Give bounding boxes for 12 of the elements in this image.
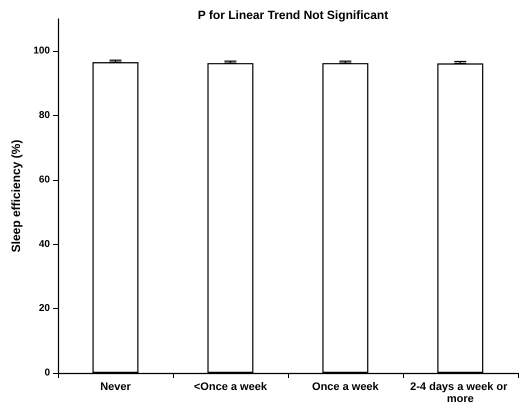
y-tick-label: 40 — [38, 238, 50, 250]
x-tick-label: Once a week — [312, 381, 380, 393]
y-axis-title: Sleep efficiency (%) — [9, 140, 23, 252]
y-tick-label: 20 — [38, 303, 50, 314]
y-tick-label: 0 — [44, 368, 50, 378]
x-tick-label: Never — [100, 381, 132, 393]
y-tick-label: 80 — [38, 110, 50, 122]
x-tick-label: <Once a week — [194, 381, 268, 393]
chart-title: P for Linear Trend Not Significant — [198, 8, 388, 22]
y-tick-label: 100 — [33, 46, 50, 57]
y-tick-label: 60 — [38, 174, 50, 186]
x-tick-label: 2-4 days a week or more — [410, 381, 510, 405]
